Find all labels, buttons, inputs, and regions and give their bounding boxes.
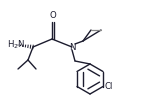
Text: O: O — [50, 11, 56, 20]
Text: H$_2$N: H$_2$N — [7, 39, 25, 51]
Text: N: N — [69, 42, 75, 52]
Text: Cl: Cl — [105, 82, 113, 91]
